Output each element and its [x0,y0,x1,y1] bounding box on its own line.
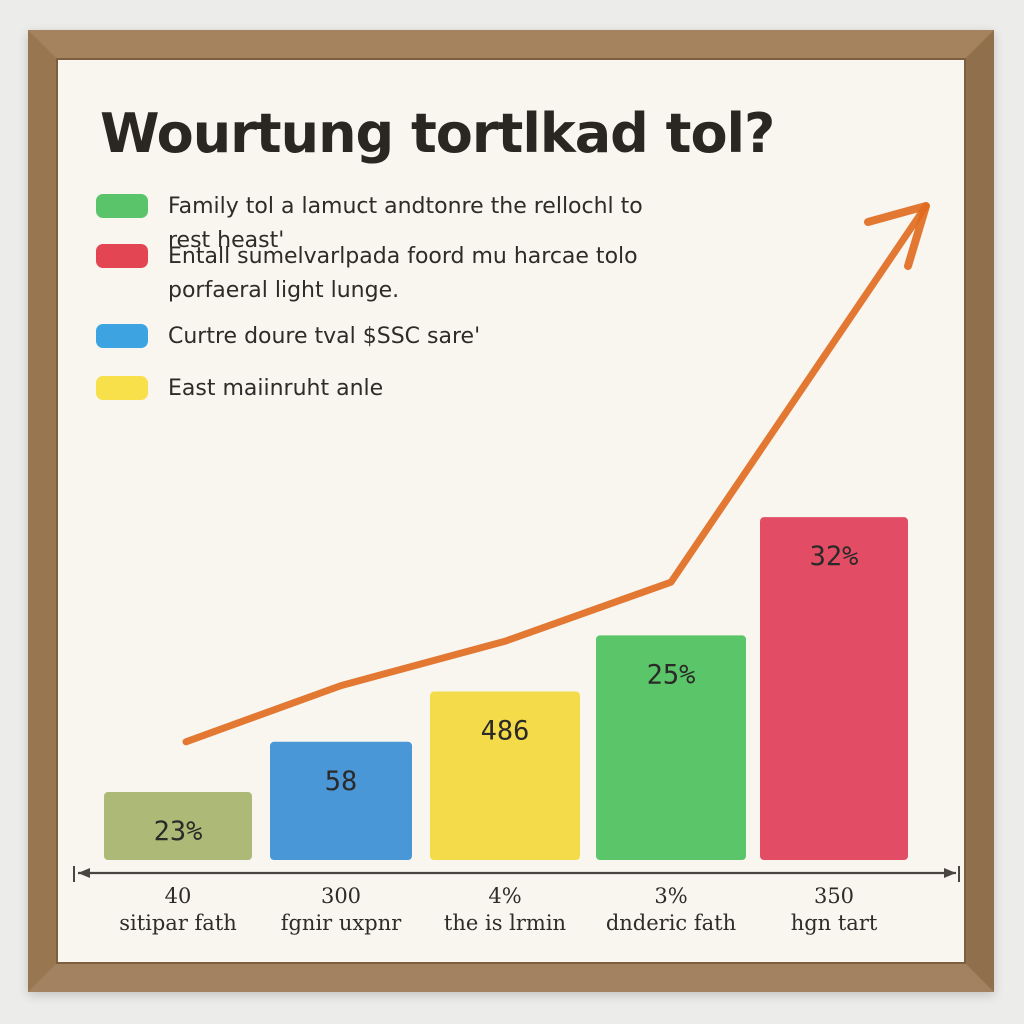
legend-label: Curtre doure tval $SSC sare' [168,324,481,349]
bar [270,741,412,860]
picture-frame: Wourtung tortlkad tol? Family tol a lamu… [28,30,994,992]
bar-data-label: 486 [481,716,530,747]
bar-data-label: 32% [810,541,859,572]
x-tick-value: 3% [654,884,687,908]
plot-area: 23% 58 486 25% 32% 40 sitipar fath 300 fgnir ux… [73,202,960,935]
legend-swatch-yellow [96,376,148,400]
legend-swatch-green [96,194,148,218]
legend-label: Entall sumelvarlpada foord mu harcae tol… [168,244,638,303]
bar-data-label: 23% [154,816,203,847]
legend-label: East maiinruht anle [168,376,384,401]
bar [104,792,252,860]
chart-title: Wourtung tortlkad tol? [100,102,775,165]
bar [430,691,580,860]
bar [596,635,746,860]
x-tick-label: hgn tart [791,911,878,935]
x-axis-arrow-left [78,868,90,878]
x-tick-value: 4% [488,884,521,908]
legend-label: Family tol a lamuct andtonre the relloch… [168,194,643,253]
x-tick-value: 300 [321,884,361,908]
x-tick-value: 40 [165,884,192,908]
legend-swatch-blue [96,324,148,348]
x-tick-label: sitipar fath [119,911,237,935]
legend-swatch-red [96,244,148,268]
chart-canvas: Wourtung tortlkad tol? Family tol a lamu… [56,58,966,964]
bar-data-label: 58 [325,766,358,797]
legend-item-green: Family tol a lamuct andtonre the relloch… [96,190,688,258]
legend-item-red: Entall sumelvarlpada foord mu harcae tol… [96,240,688,308]
trend-line [182,202,930,746]
bar-data-label: 25% [647,659,696,690]
bar [760,517,908,860]
x-tick-label: fgnir uxpnr [281,911,403,935]
x-axis-arrow-right [944,868,956,878]
x-tick-value: 350 [814,884,854,908]
x-tick-label: the is lrmin [444,911,566,935]
legend-item-blue: Curtre doure tval $SSC sare' [96,320,688,354]
trend-arrowhead [864,202,930,270]
x-tick-label: dnderic fath [606,911,736,935]
legend-item-yellow: East maiinruht anle [96,372,688,406]
